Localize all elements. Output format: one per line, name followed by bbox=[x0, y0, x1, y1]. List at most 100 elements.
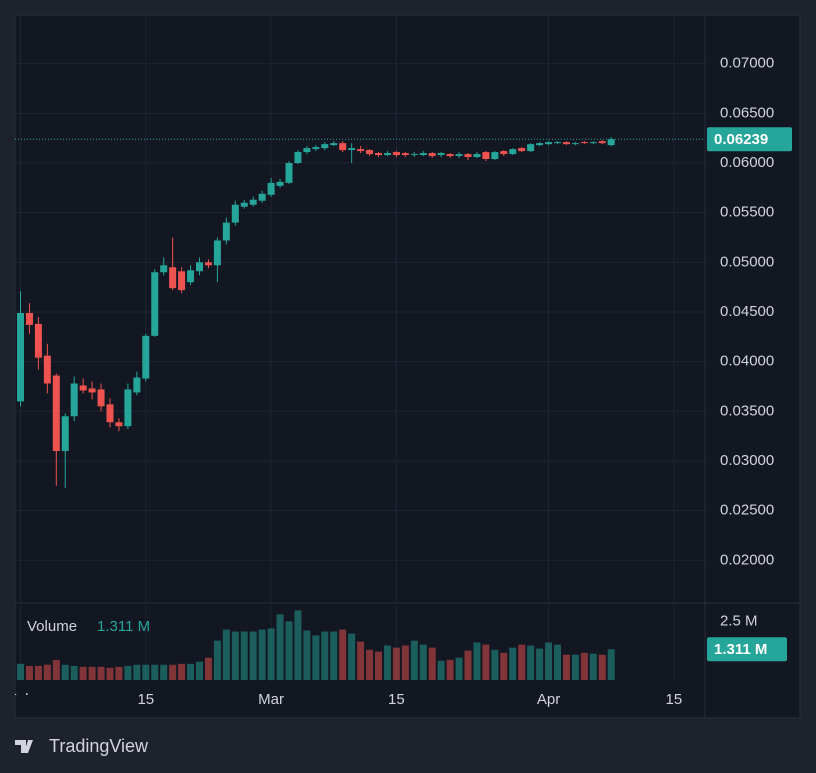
candle-body bbox=[357, 149, 365, 152]
candle-body bbox=[169, 267, 177, 289]
candle-body bbox=[473, 154, 481, 158]
volume-bar bbox=[70, 665, 78, 680]
volume-bar bbox=[303, 630, 311, 680]
candle-body bbox=[61, 416, 69, 452]
candle-body bbox=[312, 147, 320, 150]
x-tick-label: Apr bbox=[537, 691, 560, 708]
volume-bar bbox=[410, 640, 418, 680]
candle-body bbox=[527, 144, 535, 152]
volume-bar bbox=[401, 645, 409, 680]
candle-body bbox=[339, 143, 347, 151]
y-tick-label: 0.05500 bbox=[720, 204, 774, 221]
candle-body bbox=[249, 199, 257, 205]
volume-bar bbox=[419, 644, 427, 680]
volume-bar bbox=[79, 666, 87, 680]
x-tick-label: Feb bbox=[8, 691, 34, 708]
volume-bar bbox=[240, 631, 248, 680]
volume-current: 1.311 M bbox=[97, 618, 150, 635]
y-tick-label: 0.07000 bbox=[720, 55, 774, 72]
volume-bar bbox=[160, 664, 168, 680]
volume-bar bbox=[455, 657, 463, 680]
volume-bar bbox=[43, 664, 51, 680]
volume-bar bbox=[473, 642, 481, 680]
candle-body bbox=[187, 270, 195, 283]
x-tick-label: 15 bbox=[666, 691, 683, 708]
volume-bar bbox=[509, 647, 517, 680]
volume-bar bbox=[366, 649, 374, 680]
candle-body bbox=[509, 149, 517, 155]
candle-body bbox=[204, 262, 212, 266]
candle-body bbox=[375, 153, 382, 156]
candle-body bbox=[142, 335, 150, 379]
candle-body bbox=[222, 222, 230, 241]
candle-body bbox=[97, 389, 105, 407]
volume-bar bbox=[562, 654, 570, 680]
volume-bar bbox=[196, 661, 203, 680]
candle-body bbox=[160, 265, 168, 273]
candle-body bbox=[285, 162, 293, 183]
candle-body bbox=[419, 153, 427, 156]
candle-body bbox=[428, 153, 436, 157]
volume-bar bbox=[527, 645, 535, 680]
candle-body bbox=[464, 154, 472, 158]
volume-bar bbox=[52, 659, 60, 680]
volume-bar bbox=[133, 664, 141, 680]
candle-body bbox=[34, 323, 42, 358]
volume-bar bbox=[536, 648, 544, 680]
candle-body bbox=[321, 144, 329, 149]
y-tick-label: 0.06500 bbox=[720, 104, 774, 121]
volume-bar bbox=[482, 644, 490, 680]
candle-body bbox=[500, 151, 508, 155]
x-tick-label: 15 bbox=[388, 691, 405, 708]
volume-bar bbox=[357, 641, 365, 680]
volume-bar bbox=[231, 631, 239, 680]
candle-body bbox=[455, 154, 463, 157]
candle-body bbox=[88, 388, 96, 393]
volume-tick-label: 2.5 M bbox=[720, 612, 758, 629]
volume-bar bbox=[491, 649, 499, 680]
volume-bar bbox=[330, 631, 338, 680]
volume-bar bbox=[97, 666, 105, 680]
volume-bar bbox=[500, 652, 508, 680]
last-price-label: 0.06239 bbox=[714, 131, 768, 148]
volume-bar bbox=[142, 664, 150, 680]
volume-bar bbox=[115, 666, 123, 680]
candle-body bbox=[589, 142, 597, 144]
candle-body bbox=[294, 152, 302, 163]
candle-body bbox=[124, 389, 132, 427]
y-tick-label: 0.03000 bbox=[720, 452, 774, 469]
candle-body bbox=[598, 141, 606, 144]
y-tick-label: 0.02000 bbox=[720, 551, 774, 568]
candle-body bbox=[151, 272, 159, 336]
candle-body bbox=[562, 142, 570, 145]
volume-bar bbox=[88, 666, 96, 680]
x-tick-label: Mar bbox=[258, 691, 284, 708]
candle-body bbox=[70, 383, 78, 417]
y-tick-label: 0.04000 bbox=[720, 353, 774, 370]
volume-bar bbox=[187, 663, 195, 680]
candle-body bbox=[392, 152, 400, 156]
volume-bar bbox=[545, 642, 553, 680]
volume-bar bbox=[25, 665, 33, 680]
volume-bar bbox=[437, 660, 445, 680]
volume-bar bbox=[312, 635, 320, 680]
candle-body bbox=[231, 204, 239, 223]
candle-body bbox=[213, 240, 221, 266]
volume-bar bbox=[276, 614, 284, 680]
volume-bar bbox=[348, 633, 356, 680]
volume-bar bbox=[204, 657, 212, 680]
y-tick-label: 0.04500 bbox=[720, 303, 774, 320]
candle-body bbox=[482, 152, 490, 160]
candle-body bbox=[276, 181, 284, 186]
volume-title: Volume bbox=[27, 618, 77, 635]
volume-bar bbox=[106, 667, 114, 680]
volume-bar bbox=[518, 644, 526, 680]
candle-body bbox=[366, 150, 374, 155]
candle-body bbox=[106, 404, 114, 423]
candle-body bbox=[43, 355, 51, 384]
volume-bar bbox=[151, 664, 159, 680]
candle-body bbox=[115, 422, 123, 427]
candle-body bbox=[25, 312, 33, 325]
volume-bar bbox=[554, 644, 561, 680]
